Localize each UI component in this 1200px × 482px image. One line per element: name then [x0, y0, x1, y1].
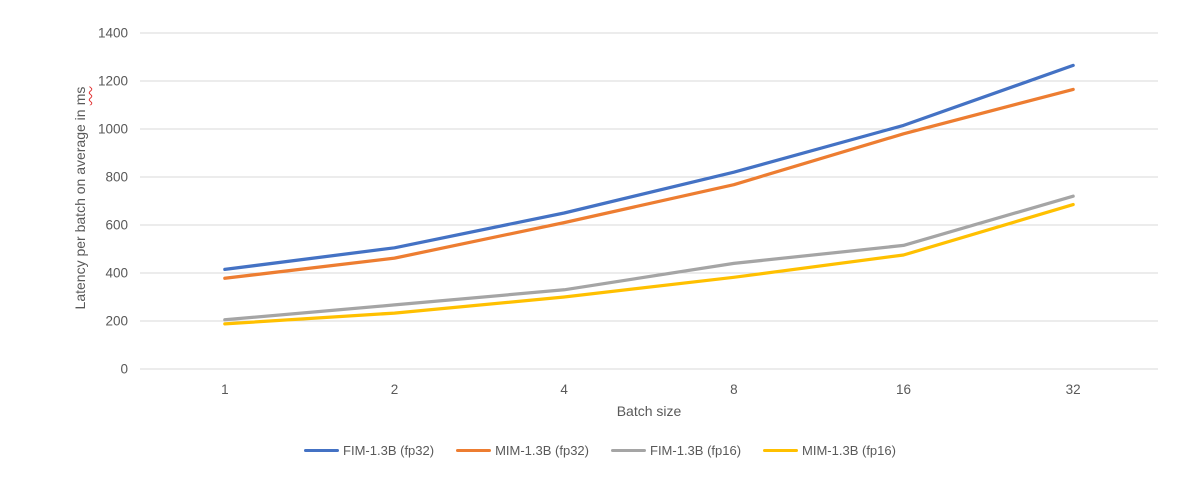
- legend-label: MIM-1.3B (fp32): [495, 443, 589, 458]
- y-tick-label: 800: [105, 170, 128, 185]
- y-tick-label: 1200: [98, 74, 128, 89]
- x-axis-title: Batch size: [616, 403, 682, 419]
- y-axis-title: Latency per batch on average in ms: [72, 87, 88, 310]
- x-tick-label: 2: [391, 382, 399, 397]
- series-line-swatch-icon: [304, 448, 340, 453]
- legend-label: FIM-1.3B (fp16): [650, 443, 742, 458]
- y-tick-label: 400: [105, 266, 128, 281]
- x-tick-label: 4: [560, 382, 568, 397]
- series-line-FIM-1.3B (fp32): [223, 63, 1075, 272]
- legend-item: FIM-1.3B (fp32): [304, 443, 434, 458]
- series-line-swatch-icon: [763, 448, 799, 453]
- legend-label: MIM-1.3B (fp16): [802, 443, 896, 458]
- legend: FIM-1.3B (fp32) MIM-1.3B (fp32) FIM-1.3B…: [0, 443, 1200, 458]
- y-axis-title-spellchecked-word: ms: [72, 86, 88, 106]
- y-axis-title-text: Latency per batch on average in: [72, 109, 88, 310]
- series-line-MIM-1.3B (fp16): [223, 202, 1075, 326]
- x-tick-label: 1: [221, 382, 229, 397]
- x-tick-label: 16: [896, 382, 911, 397]
- y-tick-label: 1400: [98, 26, 128, 41]
- series-line-FIM-1.3B (fp16): [223, 194, 1075, 322]
- y-tick-label: 200: [105, 314, 128, 329]
- y-tick-label: 0: [120, 362, 128, 377]
- y-tick-label: 600: [105, 218, 128, 233]
- series-line-swatch-icon: [456, 448, 492, 453]
- series-line-MIM-1.3B (fp32): [223, 87, 1075, 280]
- legend-item: MIM-1.3B (fp32): [456, 443, 589, 458]
- y-tick-label: 1000: [98, 122, 128, 137]
- x-tick-label: 8: [730, 382, 738, 397]
- x-tick-label: 32: [1066, 382, 1081, 397]
- series-line-swatch-icon: [611, 448, 646, 453]
- legend-label: FIM-1.3B (fp32): [343, 443, 435, 458]
- legend-item: FIM-1.3B (fp16): [611, 443, 741, 458]
- legend-item: MIM-1.3B (fp16): [763, 443, 896, 458]
